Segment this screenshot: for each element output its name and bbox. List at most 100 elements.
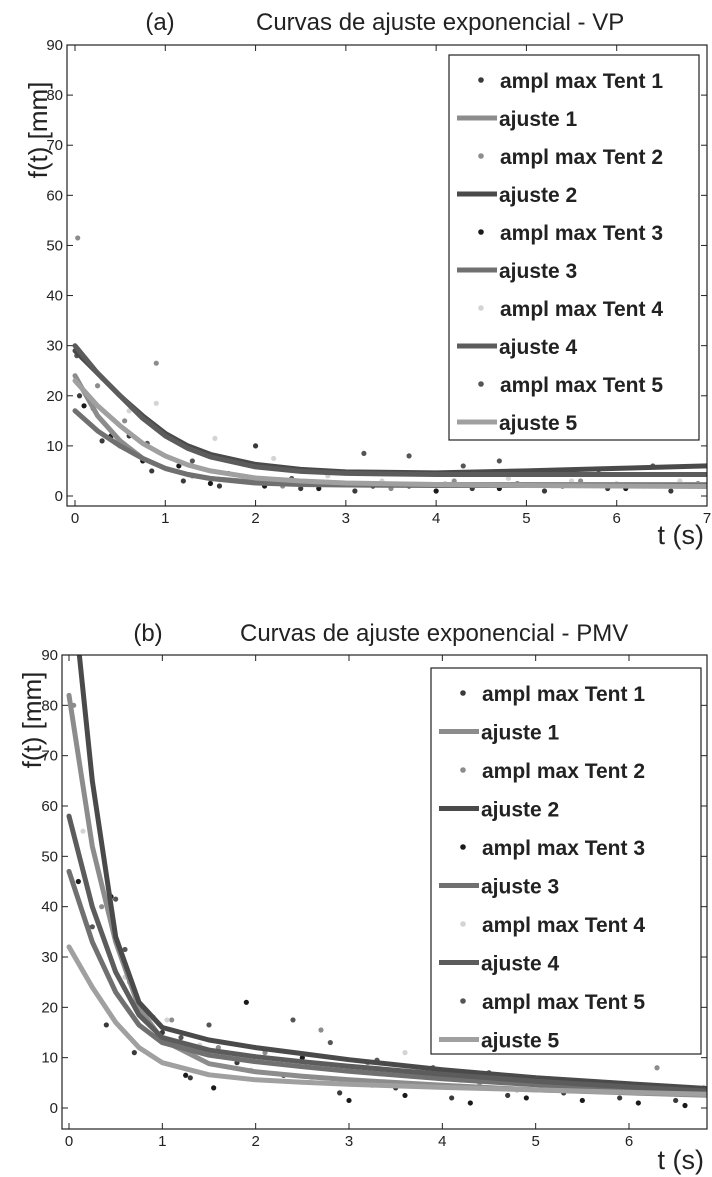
legend-label: ajuste 2 xyxy=(499,184,577,207)
fit-curve xyxy=(76,655,707,1092)
y-tick-label: 90 xyxy=(46,37,63,54)
legend-label: ajuste 2 xyxy=(481,799,559,822)
plot-area xyxy=(72,235,707,494)
legend-label: ampl max Tent 2 xyxy=(500,146,663,169)
legend-label: ampl max Tent 3 xyxy=(482,837,645,860)
data-point xyxy=(682,1102,688,1109)
legend-marker xyxy=(460,921,466,927)
data-point xyxy=(290,1017,296,1023)
data-point xyxy=(318,1027,324,1033)
legend-marker xyxy=(460,998,466,1004)
data-point xyxy=(541,488,548,494)
data-point xyxy=(81,403,87,409)
x-tick-label: 3 xyxy=(345,1133,353,1150)
x-axis-label: t (s) xyxy=(658,1145,705,1175)
x-tick-label: 6 xyxy=(625,1133,633,1150)
chart-title: Curvas de ajuste exponencial - PMV xyxy=(240,620,628,647)
data-point xyxy=(176,463,182,469)
data-point xyxy=(327,1039,333,1046)
data-point xyxy=(153,400,159,406)
x-tick-label: 5 xyxy=(522,510,530,527)
data-point xyxy=(668,488,674,494)
fit-curve xyxy=(72,378,707,489)
data-point xyxy=(523,1095,529,1101)
y-tick-label: 20 xyxy=(41,999,58,1016)
y-tick-label: 0 xyxy=(55,488,63,505)
y-tick-label: 20 xyxy=(46,388,63,405)
data-point xyxy=(505,475,511,482)
data-point xyxy=(75,878,81,885)
data-point xyxy=(211,1085,217,1091)
legend-label: ampl max Tent 4 xyxy=(500,298,663,321)
y-tick-label: 80 xyxy=(46,87,63,104)
y-axis-label: f(t) [mm] xyxy=(17,672,47,769)
x-tick-label: 5 xyxy=(531,1133,539,1150)
legend-marker xyxy=(460,844,466,850)
data-point xyxy=(76,393,83,399)
legend-marker xyxy=(478,229,484,235)
data-point xyxy=(243,999,249,1005)
plot-frame xyxy=(61,654,708,1130)
data-point xyxy=(153,360,159,366)
data-point xyxy=(206,1022,212,1028)
panel-label: (b) xyxy=(133,620,162,647)
plot-area xyxy=(66,655,707,1109)
y-tick-label: 60 xyxy=(41,798,58,815)
x-tick-label: 2 xyxy=(251,1133,259,1150)
data-point xyxy=(298,485,304,492)
data-point xyxy=(449,1095,455,1101)
y-tick-label: 40 xyxy=(41,899,58,916)
data-point xyxy=(122,418,128,424)
chart-panel-b: (b) Curvas de ajuste exponencial - PMV f(t… xyxy=(17,620,708,1175)
data-point xyxy=(149,468,155,474)
legend-marker xyxy=(460,767,466,773)
fit-curve xyxy=(66,944,707,1097)
data-point xyxy=(113,896,119,902)
y-tick-label: 30 xyxy=(46,338,63,355)
data-point xyxy=(299,1055,305,1061)
legend-label: ajuste 5 xyxy=(481,1030,560,1053)
legend-marker xyxy=(478,381,484,387)
legend-marker xyxy=(478,77,484,83)
data-point xyxy=(673,1097,679,1104)
data-point xyxy=(183,1072,189,1078)
data-point xyxy=(89,924,95,930)
data-point xyxy=(216,483,223,489)
x-axis-label: t (s) xyxy=(658,520,705,550)
data-point xyxy=(178,1034,184,1041)
y-tick-label: 60 xyxy=(46,187,63,204)
data-point xyxy=(337,1090,343,1096)
x-tick-label: 2 xyxy=(251,510,259,527)
data-point xyxy=(189,458,195,464)
y-tick-label: 40 xyxy=(46,288,63,305)
y-tick-label: 70 xyxy=(46,137,63,154)
y-tick-label: 10 xyxy=(46,438,63,455)
data-point xyxy=(617,1095,623,1101)
x-tick-label: 3 xyxy=(342,510,350,527)
legend-label: ajuste 3 xyxy=(499,260,577,283)
legend: ampl max Tent 1 ajuste 1 ampl max Tent 2 aj… xyxy=(430,667,702,1055)
data-point xyxy=(505,1092,511,1099)
data-point xyxy=(635,1100,641,1106)
legend-label: ampl max Tent 1 xyxy=(482,683,645,706)
plot-frame xyxy=(66,44,708,507)
legend-label: ampl max Tent 2 xyxy=(482,760,645,783)
legend-marker xyxy=(478,305,484,311)
data-point xyxy=(212,435,218,441)
legend-label: ajuste 5 xyxy=(499,412,578,435)
data-point xyxy=(654,1065,660,1071)
y-tick-label: 70 xyxy=(41,748,58,765)
data-point xyxy=(406,453,412,459)
y-tick-label: 0 xyxy=(50,1100,58,1117)
x-tick-label: 0 xyxy=(65,1133,73,1150)
panel-label: (a) xyxy=(145,9,174,36)
legend-label: ampl max Tent 3 xyxy=(500,222,663,245)
data-point xyxy=(433,488,439,494)
legend-label: ampl max Tent 5 xyxy=(482,991,645,1014)
data-point xyxy=(169,1017,175,1023)
data-point xyxy=(402,1050,408,1056)
legend-label: ajuste 4 xyxy=(481,953,560,976)
data-point xyxy=(467,1100,473,1106)
x-tick-label: 0 xyxy=(71,510,79,527)
